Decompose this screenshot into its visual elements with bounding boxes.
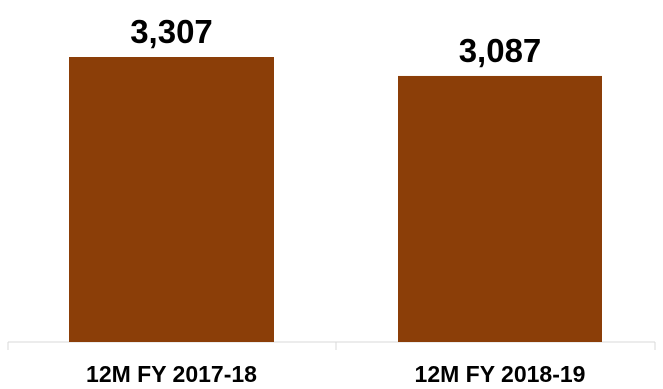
bar [398,75,602,343]
data-label: 3,087 [459,32,542,69]
bar [69,57,274,342]
category-tick-label: 12M FY 2017-18 [86,361,257,387]
data-label: 3,307 [130,13,213,50]
category-tick-label: 12M FY 2018-19 [415,361,586,387]
